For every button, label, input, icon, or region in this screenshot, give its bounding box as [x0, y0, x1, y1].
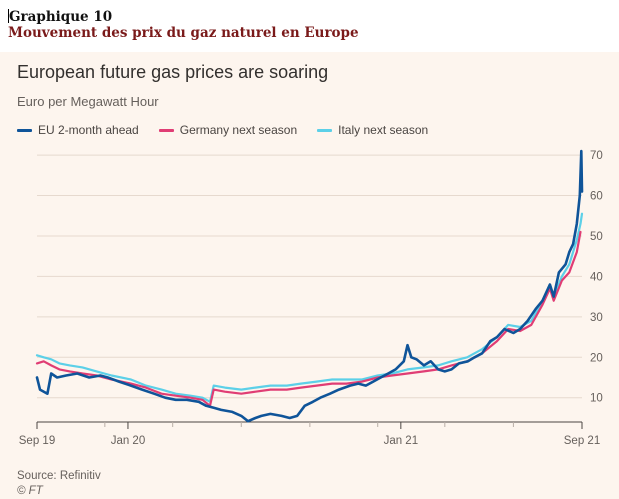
- y-tick-label: 10: [590, 393, 603, 405]
- legend-swatch-eu: [17, 128, 32, 132]
- x-tick-label: Jan 20: [111, 435, 146, 447]
- legend-item-eu: EU 2-month ahead: [17, 123, 139, 137]
- x-tick-label: Jan 21: [384, 435, 419, 447]
- x-tick-label: Sep 21: [564, 435, 600, 447]
- text-cursor: [8, 9, 9, 23]
- chart-plot-area: 10 20 30 40 50 60 70 Sep 19 Jan 20 Jan 21 Sep 21: [19, 149, 603, 447]
- chart-source: Source: Refinitiv: [17, 470, 101, 482]
- figure-number: Graphique 10: [9, 9, 113, 25]
- y-tick-label: 70: [590, 150, 603, 162]
- legend-label-eu: EU 2-month ahead: [38, 123, 139, 137]
- y-tick-label: 60: [590, 191, 603, 203]
- legend-item-germany: Germany next season: [158, 123, 298, 137]
- y-tick-label: 50: [590, 231, 603, 243]
- legend-label-italy: Italy next season: [338, 123, 429, 137]
- legend-swatch-germany: [158, 128, 174, 132]
- series-line-germany-next-season: [35, 230, 582, 407]
- series-line-eu-2-month-ahead: [35, 149, 584, 423]
- legend-item-italy: Italy next season: [317, 123, 428, 137]
- chart-subtitle: Euro per Megawatt Hour: [17, 94, 159, 109]
- figure-title: Mouvement des prix du gaz naturel en Eur…: [8, 25, 359, 41]
- legend-label-germany: Germany next season: [179, 123, 298, 137]
- y-tick-label: 40: [590, 271, 603, 283]
- x-tick-label: Sep 19: [19, 435, 55, 447]
- legend-swatch-italy: [317, 128, 333, 132]
- chart-title: European future gas prices are soaring: [17, 62, 329, 82]
- page-heading: Graphique 10 Mouvement des prix du gaz n…: [8, 9, 359, 41]
- series-line-italy-next-season: [35, 212, 584, 403]
- chart-credit: © FT: [17, 485, 43, 497]
- y-tick-label: 30: [590, 312, 603, 324]
- y-tick-label: 20: [590, 352, 603, 364]
- chart-panel: European future gas prices are soaring E…: [0, 52, 619, 499]
- chart-legend: EU 2-month ahead Germany next season Ita…: [17, 123, 448, 137]
